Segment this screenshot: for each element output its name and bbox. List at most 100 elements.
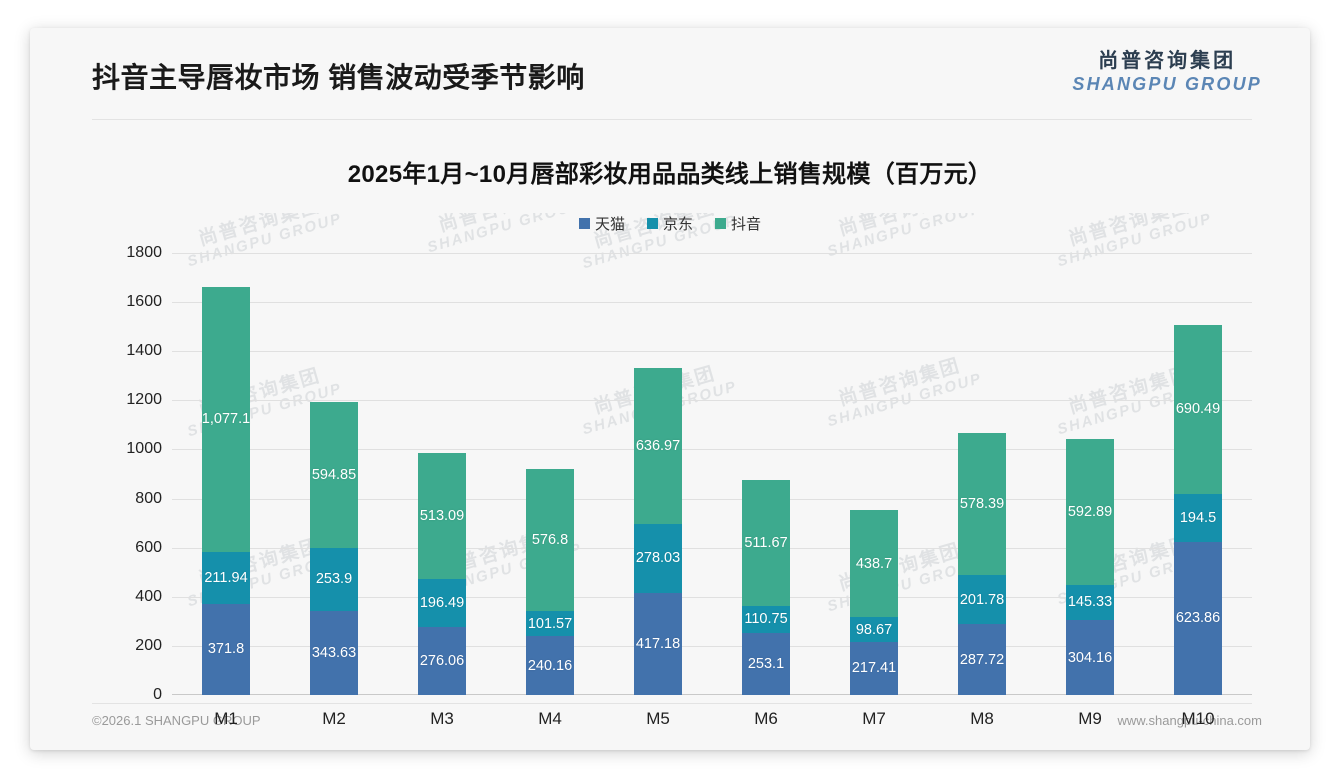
gridline <box>172 449 1252 451</box>
y-axis-tick-label: 600 <box>135 538 162 556</box>
header-divider <box>92 119 1252 120</box>
bar-segment-京东[interactable]: 110.75 <box>742 605 790 633</box>
legend-swatch-icon <box>715 218 726 229</box>
bar-segment-抖音[interactable]: 576.8 <box>526 469 574 612</box>
footer-copyright: ©2026.1 SHANGPU GROUP <box>92 713 261 728</box>
x-axis-tick-label: M2 <box>322 709 346 728</box>
bar-segment-天猫[interactable]: 217.41 <box>850 641 898 695</box>
bar-value-label: 511.67 <box>744 534 788 551</box>
bar-segment-京东[interactable]: 98.67 <box>850 617 898 642</box>
bar-segment-天猫[interactable]: 343.63 <box>310 610 358 695</box>
bar-segment-天猫[interactable]: 371.8 <box>202 603 250 695</box>
y-axis-tick-label: 200 <box>135 636 162 654</box>
bar-segment-京东[interactable]: 201.78 <box>958 574 1006 625</box>
bar-segment-抖音[interactable]: 594.85 <box>310 402 358 549</box>
bar-value-label: 513.09 <box>419 507 465 524</box>
bar-segment-京东[interactable]: 101.57 <box>526 611 574 637</box>
bar-value-label: 276.06 <box>419 653 465 670</box>
bar-segment-抖音[interactable]: 592.89 <box>1066 439 1114 585</box>
bar-segment-抖音[interactable]: 690.49 <box>1174 324 1222 495</box>
y-axis-tick-label: 1400 <box>126 342 162 360</box>
bar-segment-天猫[interactable]: 417.18 <box>634 592 682 695</box>
legend-item-抖音[interactable]: 抖音 <box>715 213 761 234</box>
legend-swatch-icon <box>646 218 658 229</box>
bar-column-M3[interactable]: 513.09 196.49 276.06 M3 <box>418 453 466 728</box>
bar-value-label: 636.97 <box>635 438 681 455</box>
bar-segment-天猫[interactable]: 276.06 <box>418 627 466 695</box>
bar-value-label: 576.8 <box>531 532 569 549</box>
bar-segment-抖音[interactable]: 513.09 <box>418 453 466 579</box>
bar-value-label: 287.72 <box>959 651 1005 668</box>
footer-divider <box>92 703 1252 704</box>
logo-text-cn: 尚普咨询集团 <box>1098 50 1237 72</box>
bar-value-label: 240.16 <box>527 657 573 674</box>
gridline <box>172 645 1252 647</box>
bar-value-label: 304.16 <box>1067 649 1113 666</box>
legend-label: 京东 <box>662 216 693 233</box>
bar-column-M9[interactable]: 592.89 145.33 304.16 M9 <box>1066 439 1114 728</box>
bar-value-label: 101.57 <box>527 615 573 632</box>
bar-value-label: 578.39 <box>959 495 1005 512</box>
bar-segment-天猫[interactable]: 623.86 <box>1174 541 1222 695</box>
bar-column-M1[interactable]: 1,077.1 211.94 371.8 M1 <box>201 287 251 728</box>
y-axis-tick-label: 1600 <box>126 293 162 311</box>
bar-segment-京东[interactable]: 278.03 <box>634 524 682 593</box>
page-title: 抖音主导唇妆市场 销售波动受季节影响 <box>92 62 585 93</box>
x-axis-tick-label: M4 <box>538 709 562 728</box>
footer-website: www.shangpu-china.com <box>1117 713 1262 728</box>
bar-segment-抖音[interactable]: 636.97 <box>634 367 682 525</box>
bar-column-M7[interactable]: 438.7 98.67 217.41 M7 <box>850 509 898 728</box>
legend-swatch-icon <box>578 218 590 229</box>
bar-segment-抖音[interactable]: 1,077.1 <box>201 287 251 552</box>
bar-value-label: 278.03 <box>635 550 681 567</box>
x-axis-tick-label: M10 <box>1181 709 1215 728</box>
bar-value-label: 211.94 <box>204 569 248 586</box>
bar-segment-天猫[interactable]: 253.1 <box>742 632 790 695</box>
bar-value-label: 690.49 <box>1175 401 1221 418</box>
bar-value-label: 194.5 <box>1179 509 1217 526</box>
y-axis-tick-label: 1000 <box>126 440 162 458</box>
slide-header: 抖音主导唇妆市场 销售波动受季节影响 尚普咨询集团 SHANGPU GROUP <box>30 28 1310 120</box>
bar-column-M10[interactable]: 690.49 194.5 623.86 M10 <box>1174 324 1222 728</box>
bar-segment-抖音[interactable]: 511.67 <box>742 480 790 606</box>
bar-value-label: 1,077.1 <box>201 411 251 428</box>
y-axis-tick-label: 400 <box>135 587 162 605</box>
bar-segment-天猫[interactable]: 240.16 <box>526 636 574 695</box>
bar-value-label: 253.9 <box>315 571 353 588</box>
x-axis-tick-label: M1 <box>214 709 238 728</box>
chart-legend: 天猫 京东 抖音 <box>30 213 1310 234</box>
bar-segment-天猫[interactable]: 304.16 <box>1066 620 1114 695</box>
bar-segment-京东[interactable]: 253.9 <box>310 548 358 611</box>
bar-column-M4[interactable]: 576.8 101.57 240.16 M4 <box>526 469 574 728</box>
y-axis-tick-label: 1800 <box>126 244 162 261</box>
gridline <box>172 400 1252 402</box>
bar-segment-抖音[interactable]: 438.7 <box>850 509 898 618</box>
bar-value-label: 343.63 <box>311 644 357 661</box>
y-axis-tick-label: 0 <box>153 686 162 703</box>
bar-segment-天猫[interactable]: 287.72 <box>958 624 1006 695</box>
gridline <box>172 302 1252 304</box>
bar-column-M8[interactable]: 578.39 201.78 287.72 M8 <box>958 432 1006 728</box>
bar-value-label: 371.8 <box>207 641 245 658</box>
bar-segment-京东[interactable]: 194.5 <box>1174 494 1222 542</box>
bar-value-label: 110.75 <box>744 611 788 628</box>
bar-segment-京东[interactable]: 196.49 <box>418 578 466 628</box>
bar-value-label: 196.49 <box>419 595 465 612</box>
y-axis-tick-label: 800 <box>135 489 162 507</box>
legend-item-天猫[interactable]: 天猫 <box>578 213 625 234</box>
bar-segment-京东[interactable]: 145.33 <box>1066 584 1114 621</box>
legend-item-京东[interactable]: 京东 <box>646 213 693 234</box>
gridline <box>172 547 1252 549</box>
bar-value-label: 145.33 <box>1067 594 1113 611</box>
bar-column-M6[interactable]: 511.67 110.75 253.1 M6 <box>742 480 790 728</box>
bar-column-M5[interactable]: 636.97 278.03 417.18 M5 <box>634 367 682 728</box>
chart-title: 2025年1月~10月唇部彩妆用品品类线上销售规模（百万元） <box>347 161 993 188</box>
bar-segment-抖音[interactable]: 578.39 <box>958 432 1006 575</box>
legend-label: 抖音 <box>731 216 762 233</box>
bar-column-M2[interactable]: 594.85 253.9 343.63 M2 <box>310 402 358 728</box>
y-axis-tick-label: 1200 <box>126 391 162 409</box>
bar-segment-京东[interactable]: 211.94 <box>202 551 250 604</box>
gridline <box>172 596 1252 598</box>
bar-value-label: 623.86 <box>1175 610 1221 627</box>
